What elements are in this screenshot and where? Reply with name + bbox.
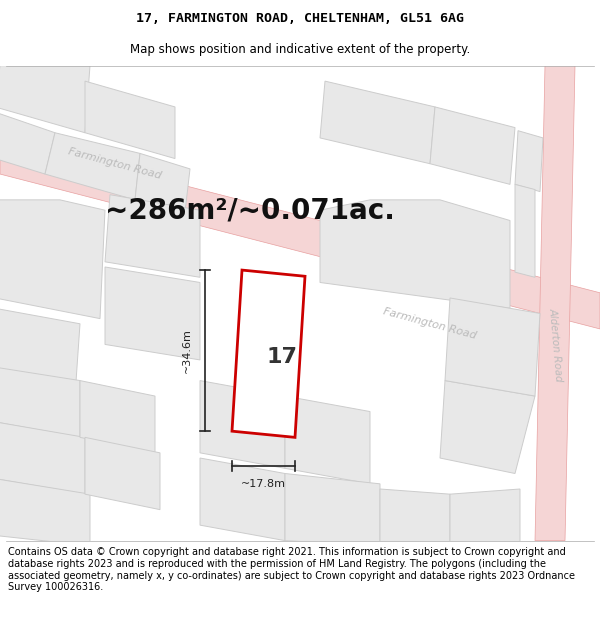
- Polygon shape: [285, 474, 380, 546]
- Text: Alderton Road: Alderton Road: [548, 307, 564, 382]
- Text: 17: 17: [266, 347, 298, 367]
- Text: Contains OS data © Crown copyright and database right 2021. This information is : Contains OS data © Crown copyright and d…: [8, 548, 575, 592]
- Polygon shape: [200, 381, 285, 468]
- Polygon shape: [285, 396, 370, 484]
- Polygon shape: [515, 131, 543, 192]
- Text: ~34.6m: ~34.6m: [182, 328, 192, 373]
- Polygon shape: [0, 66, 90, 132]
- Polygon shape: [0, 138, 600, 329]
- Polygon shape: [0, 367, 80, 438]
- Text: Map shows position and indicative extent of the property.: Map shows position and indicative extent…: [130, 42, 470, 56]
- Polygon shape: [200, 458, 285, 541]
- Polygon shape: [450, 489, 520, 546]
- Polygon shape: [515, 184, 535, 278]
- Polygon shape: [445, 298, 540, 396]
- Text: Farmington Road: Farmington Road: [382, 306, 478, 341]
- Text: ~286m²/~0.071ac.: ~286m²/~0.071ac.: [105, 196, 395, 224]
- Polygon shape: [80, 381, 155, 453]
- Text: 17, FARMINGTON ROAD, CHELTENHAM, GL51 6AG: 17, FARMINGTON ROAD, CHELTENHAM, GL51 6A…: [136, 12, 464, 25]
- Polygon shape: [320, 200, 510, 308]
- Text: Farmington Road: Farmington Road: [67, 146, 163, 181]
- Polygon shape: [535, 66, 575, 541]
- Polygon shape: [0, 479, 90, 546]
- Polygon shape: [440, 381, 535, 474]
- Polygon shape: [105, 195, 200, 278]
- Polygon shape: [85, 438, 160, 509]
- Polygon shape: [232, 270, 305, 438]
- Polygon shape: [0, 200, 105, 319]
- Polygon shape: [135, 153, 190, 213]
- Polygon shape: [0, 112, 55, 174]
- Polygon shape: [430, 107, 515, 184]
- Polygon shape: [0, 308, 80, 396]
- Polygon shape: [380, 489, 450, 546]
- Polygon shape: [105, 267, 200, 360]
- Polygon shape: [0, 422, 85, 494]
- Polygon shape: [320, 81, 435, 164]
- Polygon shape: [85, 81, 175, 159]
- Polygon shape: [45, 132, 140, 200]
- Text: ~17.8m: ~17.8m: [241, 479, 286, 489]
